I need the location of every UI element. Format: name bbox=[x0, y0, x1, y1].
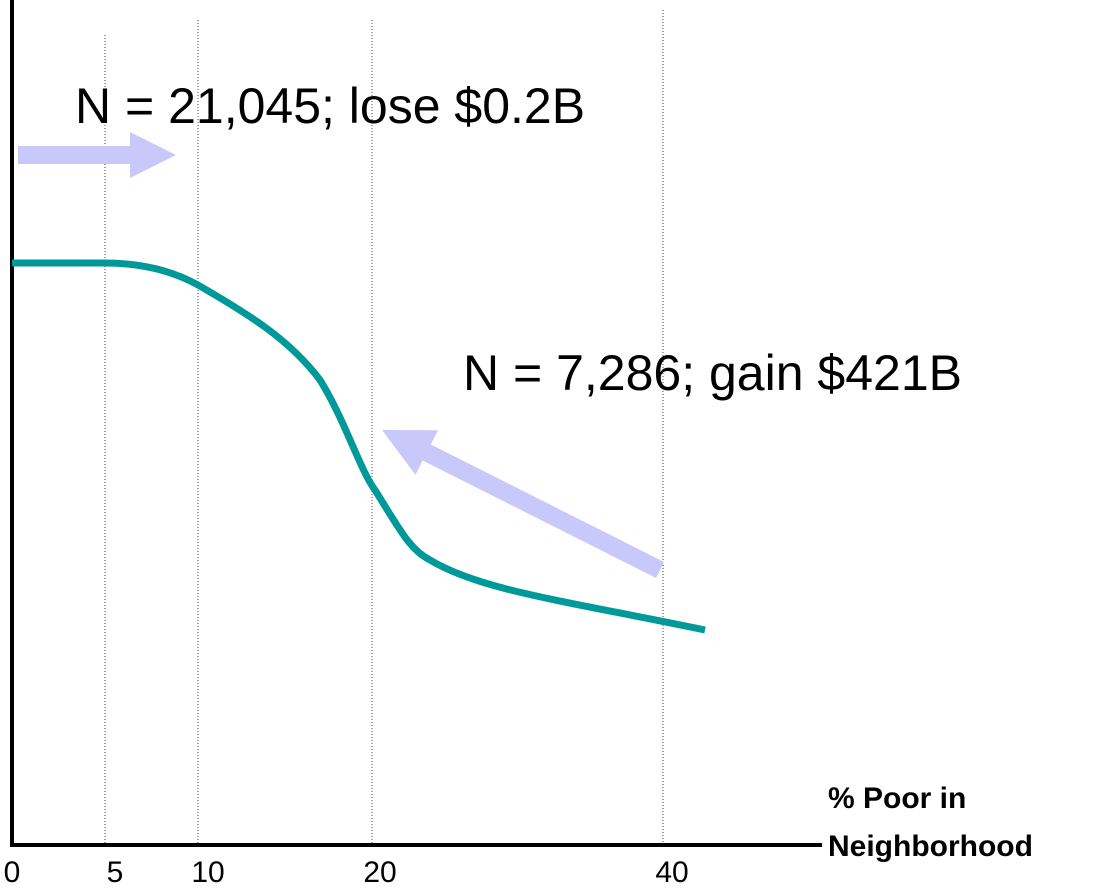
x-tick-label: 20 bbox=[363, 856, 396, 888]
x-tick-label: 10 bbox=[191, 856, 224, 888]
arrow bbox=[382, 430, 664, 578]
x-axis-label: % Poor in bbox=[828, 782, 966, 815]
x-tick-label: 5 bbox=[107, 856, 124, 888]
x-tick-label: 40 bbox=[655, 856, 688, 888]
arrow bbox=[18, 132, 176, 178]
curve bbox=[12, 259, 706, 634]
x-tick-label: 0 bbox=[4, 856, 21, 888]
x-axis-label: Neighborhood bbox=[828, 830, 1033, 863]
annotation: N = 7,286; gain $421B bbox=[463, 345, 962, 401]
annotation: N = 21,045; lose $0.2B bbox=[75, 78, 585, 134]
